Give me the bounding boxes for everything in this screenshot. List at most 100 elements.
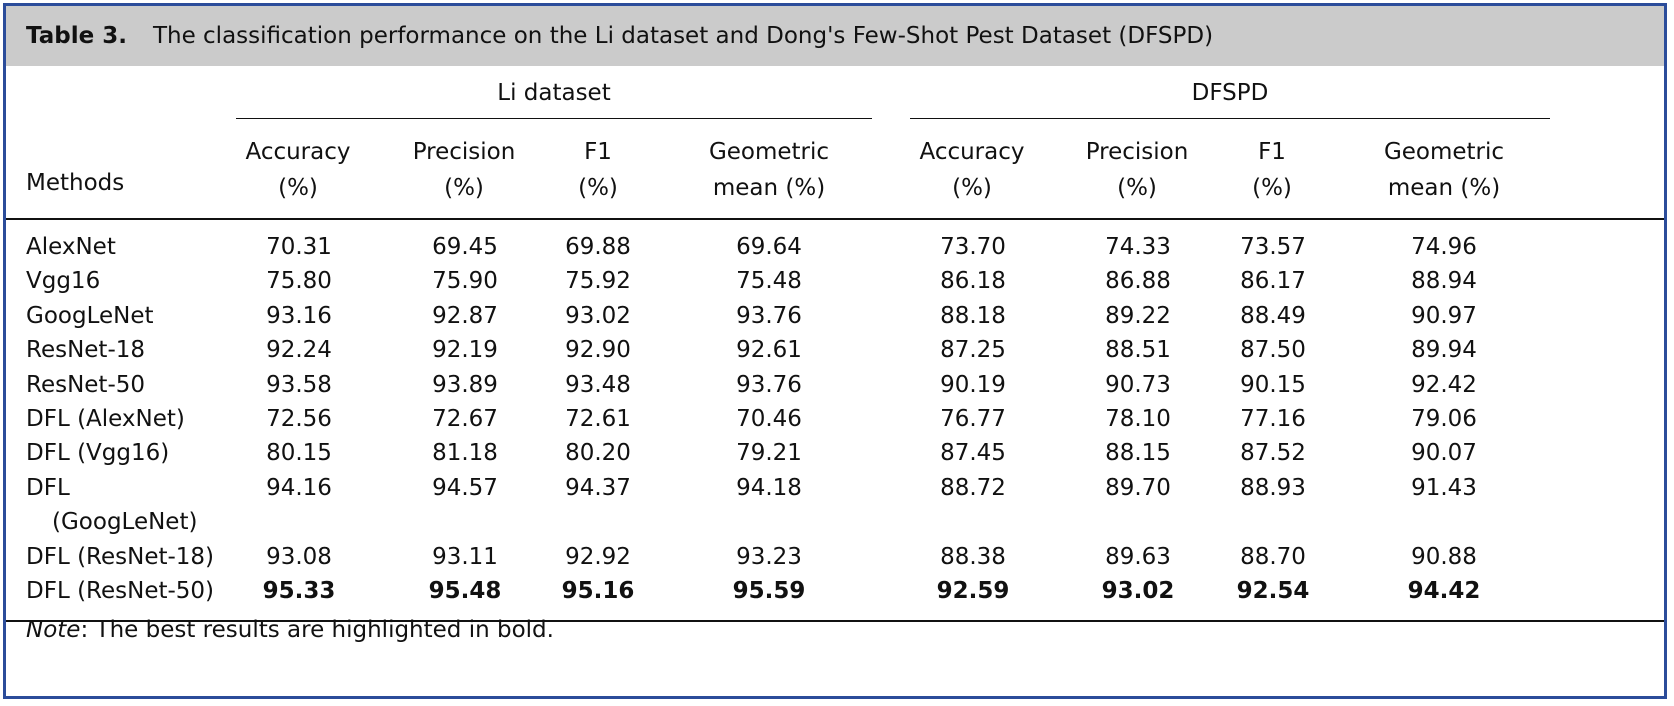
value-cell: 94.18 <box>736 474 802 501</box>
value-cell: 88.49 <box>1240 302 1306 329</box>
table-row: AlexNet 70.31 69.45 69.88 69.64 73.70 74.33 73.… <box>6 230 1664 264</box>
value-cell: 93.58 <box>266 371 332 398</box>
value-cell: 92.92 <box>565 543 631 570</box>
value-cell: 94.42 <box>1407 578 1481 605</box>
value-cell: 90.97 <box>1411 302 1477 329</box>
method-cell: AlexNet <box>26 234 116 260</box>
header-dfspd-f1: F1 (%) <box>1222 134 1322 206</box>
method-line: (GoogLeNet) <box>52 508 198 535</box>
table-row: Vgg16 75.80 75.90 75.92 75.48 86.18 86.88 86.17… <box>6 264 1664 298</box>
header-line: Precision <box>1085 139 1189 165</box>
value-cell: 90.15 <box>1240 371 1306 398</box>
value-cell: 90.88 <box>1411 543 1477 570</box>
group-li-dataset: Li dataset <box>497 80 611 106</box>
value-cell: 81.18 <box>432 440 498 467</box>
header-line: (%) <box>278 175 318 201</box>
header-li-geometric-mean: Geometric mean (%) <box>694 134 844 206</box>
value-cell: 70.46 <box>736 406 802 432</box>
value-cell: 79.06 <box>1411 406 1477 432</box>
value-cell: 93.89 <box>432 371 498 398</box>
value-cell: 88.15 <box>1105 440 1171 467</box>
value-cell: 95.59 <box>732 578 806 605</box>
header-line: Accuracy <box>919 139 1025 165</box>
value-cell: 94.16 <box>266 474 332 501</box>
table-caption: Table 3. The classification performance … <box>6 6 1664 66</box>
value-cell: 75.80 <box>266 268 332 295</box>
header-line: (%) <box>444 175 484 201</box>
value-cell: 87.25 <box>940 337 1006 364</box>
method-cell: Vgg16 <box>26 268 101 295</box>
value-cell: 72.56 <box>266 406 332 432</box>
header-line: Accuracy <box>245 139 351 165</box>
value-cell: 95.48 <box>428 578 502 605</box>
value-cell: 87.52 <box>1240 440 1306 467</box>
value-cell: 70.31 <box>266 234 332 260</box>
value-cell: 88.70 <box>1240 543 1306 570</box>
group-dfspd-underline <box>910 118 1550 119</box>
value-cell: 72.67 <box>432 406 498 432</box>
value-cell: 69.64 <box>736 234 802 260</box>
value-cell: 92.42 <box>1411 371 1477 398</box>
header-line: Geometric <box>1383 139 1505 165</box>
header-line: F1 <box>1258 139 1286 165</box>
value-cell: 89.70 <box>1105 474 1171 501</box>
table-row: ResNet-50 93.58 93.89 93.48 93.76 90.19 90.73 9… <box>6 368 1664 402</box>
header-li-accuracy: Accuracy (%) <box>238 134 358 206</box>
value-cell: 93.23 <box>736 543 802 570</box>
value-cell: 88.38 <box>940 543 1006 570</box>
value-cell: 90.73 <box>1105 371 1171 398</box>
value-cell: 92.24 <box>266 337 332 364</box>
value-cell: 93.16 <box>266 302 332 329</box>
value-cell: 89.63 <box>1105 543 1171 570</box>
value-cell: 93.02 <box>1101 578 1175 605</box>
value-cell: 69.88 <box>565 234 631 260</box>
group-dfspd: DFSPD <box>1191 80 1269 106</box>
value-cell: 86.18 <box>940 268 1006 295</box>
table-frame: Table 3. The classification performance … <box>3 3 1667 699</box>
value-cell: 92.19 <box>432 337 498 364</box>
table-row: DFL (AlexNet) 72.56 72.67 72.61 70.46 76.77 78… <box>6 402 1664 436</box>
header-line: (%) <box>578 175 618 201</box>
value-cell: 93.76 <box>736 371 802 398</box>
value-cell: 93.08 <box>266 543 332 570</box>
header-line: (%) <box>952 175 992 201</box>
value-cell: 88.94 <box>1411 268 1477 295</box>
value-cell: 90.07 <box>1411 440 1477 467</box>
value-cell: 95.16 <box>561 578 635 605</box>
table-label: Table 3. <box>26 23 127 49</box>
value-cell: 88.18 <box>940 302 1006 329</box>
value-cell: 80.15 <box>266 440 332 467</box>
value-cell: 94.57 <box>432 474 498 501</box>
value-cell: 92.87 <box>432 302 498 329</box>
value-cell: 94.37 <box>565 474 631 501</box>
value-cell: 93.11 <box>432 543 498 570</box>
header-dfspd-precision: Precision (%) <box>1077 134 1197 206</box>
method-cell: DFL (ResNet-18) <box>26 543 215 570</box>
value-cell: 92.90 <box>565 337 631 364</box>
value-cell: 93.02 <box>565 302 631 329</box>
note-label: Note <box>26 617 81 643</box>
column-group-header: Li dataset DFSPD <box>6 66 1664 128</box>
value-cell: 86.88 <box>1105 268 1171 295</box>
value-cell: 88.72 <box>940 474 1006 501</box>
value-cell: 90.19 <box>940 371 1006 398</box>
table-row: DFL (GoogLeNet) 94.16 94.57 94.37 94.18 88.72 8… <box>6 471 1664 535</box>
table-caption-text: The classification performance on the Li… <box>152 23 1214 49</box>
table-note: Note: The best results are highlighted i… <box>26 617 554 643</box>
header-line: (%) <box>1117 175 1157 201</box>
header-li-precision: Precision (%) <box>404 134 524 206</box>
value-cell: 91.43 <box>1411 474 1477 501</box>
value-cell: 78.10 <box>1105 406 1171 432</box>
method-cell: ResNet-18 <box>26 337 146 364</box>
method-cell: DFL (Vgg16) <box>26 440 170 467</box>
value-cell: 87.45 <box>940 440 1006 467</box>
value-cell: 92.61 <box>736 337 802 364</box>
value-cell: 88.51 <box>1105 337 1171 364</box>
header-li-f1: F1 (%) <box>548 134 648 206</box>
header-dfspd-geometric-mean: Geometric mean (%) <box>1369 134 1519 206</box>
method-line: DFL <box>26 474 70 501</box>
value-cell: 89.94 <box>1411 337 1477 364</box>
table-row: DFL (Vgg16) 80.15 81.18 80.20 79.21 87.45 88.1… <box>6 436 1664 470</box>
table-row: GoogLeNet 93.16 92.87 93.02 93.76 88.18 89.22 8… <box>6 299 1664 333</box>
header-line: (%) <box>1252 175 1292 201</box>
